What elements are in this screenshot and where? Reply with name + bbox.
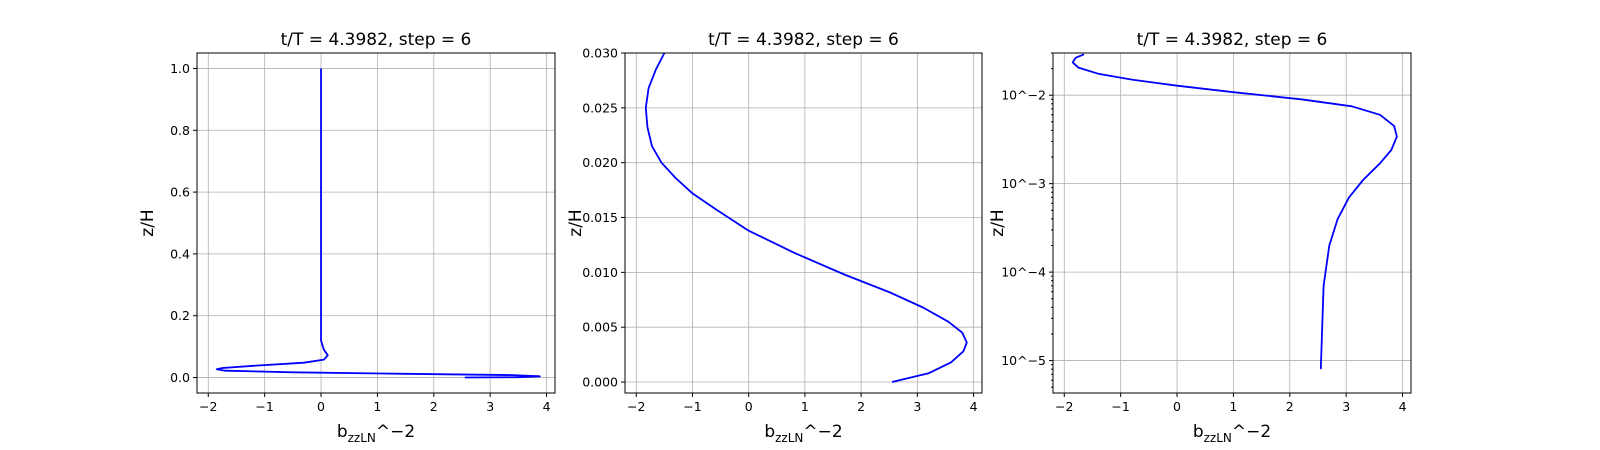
x-tick-label: 2	[857, 399, 865, 414]
y-tick-label: 0.000	[582, 375, 618, 390]
x-tick-label: 1	[801, 399, 809, 414]
grid	[1053, 53, 1411, 393]
ticks: −2 −1 0 1 2 3 4 10^−5 10^−4 10^−3 10^−2	[1001, 52, 1407, 414]
y-axis-label: z/H	[138, 209, 158, 236]
x-axis-label: bzzLN^−2	[337, 422, 415, 445]
subplot-1: −2 −1 0 1 2 3 4 0.0 0.2 0.4 0.6 0.8 1.0 t/T = 4.3982,…	[138, 30, 556, 445]
y-axis-label: z/H	[988, 209, 1008, 236]
x-tick-label: 1	[1229, 399, 1237, 414]
grid	[197, 53, 555, 393]
y-tick-label: 0.005	[582, 320, 618, 335]
x-tick-label: 3	[1342, 399, 1350, 414]
subplot-3: −2 −1 0 1 2 3 4 10^−5 10^−4 10^−3 10^−2 t/T = 4.398…	[988, 30, 1412, 445]
y-axis-label: z/H	[566, 209, 586, 236]
x-tick-label: −1	[1111, 399, 1129, 414]
x-tick-label: 2	[430, 399, 438, 414]
y-tick-label: 0.020	[582, 155, 618, 170]
ticks: −2 −1 0 1 2 3 4 0.0 0.2 0.4 0.6 0.8 1.0	[170, 61, 550, 414]
x-axis-label: bzzLN^−2	[764, 422, 842, 445]
x-tick-label: 3	[913, 399, 921, 414]
y-tick-label: 0.4	[170, 246, 190, 261]
series-line	[644, 52, 968, 383]
axes-frame	[624, 52, 983, 394]
y-tick-label: 10^−5	[1001, 353, 1046, 368]
y-tick-label: 0.025	[582, 100, 618, 115]
series-line	[1071, 53, 1398, 370]
x-tick-label: −2	[199, 399, 217, 414]
x-tick-label: −2	[1055, 399, 1073, 414]
x-tick-label: 4	[543, 399, 551, 414]
y-tick-label: 0.015	[582, 210, 618, 225]
x-tick-label: 0	[1173, 399, 1181, 414]
subplot-title: t/T = 4.3982, step = 6	[708, 30, 899, 50]
y-tick-label: 0.2	[170, 308, 190, 323]
x-tick-label: 0	[317, 399, 325, 414]
x-tick-label: 0	[745, 399, 753, 414]
x-axis-label: bzzLN^−2	[1193, 422, 1271, 445]
y-tick-label: 1.0	[170, 61, 190, 76]
y-tick-label: 10^−4	[1001, 265, 1046, 280]
subplot-title: t/T = 4.3982, step = 6	[1137, 30, 1328, 50]
x-tick-label: −2	[627, 399, 645, 414]
axes-frame	[1052, 52, 1412, 394]
axes-frame	[196, 52, 556, 394]
x-tick-label: 4	[1399, 399, 1407, 414]
y-tick-label: 10^−2	[1001, 88, 1046, 103]
x-tick-label: 4	[970, 399, 978, 414]
x-tick-label: 3	[486, 399, 494, 414]
ticks: −2 −1 0 1 2 3 4 0.000 0.005 0.010 0.015 0.020 0.025 0…	[582, 46, 977, 415]
y-tick-label: 10^−3	[1001, 176, 1046, 191]
subplot-title: t/T = 4.3982, step = 6	[281, 30, 472, 50]
x-tick-label: −1	[255, 399, 273, 414]
y-tick-label: 0.6	[170, 185, 190, 200]
y-tick-label: 0.010	[582, 265, 618, 280]
x-tick-label: 1	[373, 399, 381, 414]
grid	[625, 52, 982, 393]
subplot-2: −2 −1 0 1 2 3 4 0.000 0.005 0.010 0.015 0.020 0.025 0…	[566, 30, 983, 445]
y-tick-label: 0.030	[582, 46, 618, 61]
x-tick-label: −1	[683, 399, 701, 414]
series-line	[215, 68, 541, 379]
y-tick-label: 0.0	[170, 370, 190, 385]
x-tick-label: 2	[1286, 399, 1294, 414]
y-tick-label: 0.8	[170, 123, 190, 138]
